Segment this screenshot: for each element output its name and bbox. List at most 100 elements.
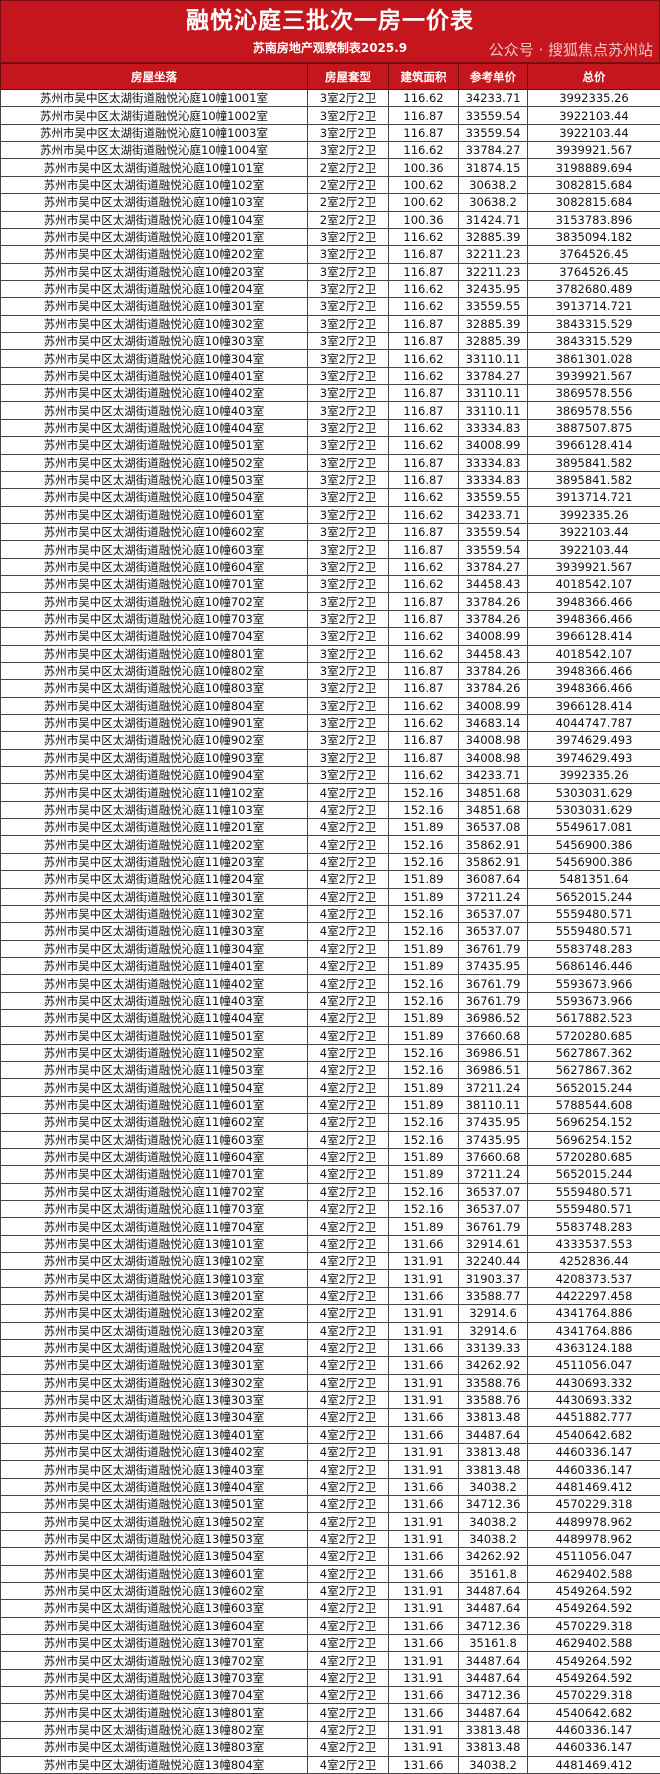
cell-area: 151.89 [389, 957, 459, 974]
cell-total-price: 4341764.886 [528, 1305, 660, 1322]
cell-unit-price: 30638.2 [459, 176, 528, 193]
cell-location: 苏州市吴中区太湖街道融悦沁庭13幢804室 [1, 1756, 308, 1773]
cell-unit-price: 33559.54 [459, 541, 528, 558]
cell-location: 苏州市吴中区太湖街道融悦沁庭13幢803室 [1, 1739, 308, 1756]
cell-layout: 4室2厅2卫 [308, 1374, 389, 1391]
cell-location: 苏州市吴中区太湖街道融悦沁庭10幢504室 [1, 489, 308, 506]
cell-area: 131.91 [389, 1721, 459, 1738]
cell-unit-price: 33559.55 [459, 489, 528, 506]
cell-unit-price: 33784.26 [459, 662, 528, 679]
cell-total-price: 3782680.489 [528, 280, 660, 297]
cell-area: 151.89 [389, 1166, 459, 1183]
cell-total-price: 3887507.875 [528, 419, 660, 436]
cell-area: 116.87 [389, 124, 459, 141]
cell-total-price: 5652015.244 [528, 1166, 660, 1183]
cell-layout: 3室2厅2卫 [308, 402, 389, 419]
cell-unit-price: 38110.11 [459, 1096, 528, 1113]
cell-total-price: 3861301.028 [528, 350, 660, 367]
cell-area: 131.91 [389, 1582, 459, 1599]
cell-location: 苏州市吴中区太湖街道融悦沁庭13幢504室 [1, 1548, 308, 1565]
cell-unit-price: 36537.07 [459, 1201, 528, 1218]
cell-location: 苏州市吴中区太湖街道融悦沁庭10幢401室 [1, 367, 308, 384]
cell-location: 苏州市吴中区太湖街道融悦沁庭13幢101室 [1, 1235, 308, 1252]
cell-total-price: 3913714.721 [528, 489, 660, 506]
cell-layout: 3室2厅2卫 [308, 454, 389, 471]
cell-unit-price: 34683.14 [459, 714, 528, 731]
cell-total-price: 4333537.553 [528, 1235, 660, 1252]
cell-location: 苏州市吴中区太湖街道融悦沁庭11幢301室 [1, 888, 308, 905]
cell-location: 苏州市吴中区太湖街道融悦沁庭11幢302室 [1, 905, 308, 922]
cell-location: 苏州市吴中区太湖街道融悦沁庭11幢102室 [1, 784, 308, 801]
cell-total-price: 3966128.414 [528, 697, 660, 714]
cell-unit-price: 34458.43 [459, 645, 528, 662]
cell-layout: 3室2厅2卫 [308, 593, 389, 610]
cell-total-price: 4570229.318 [528, 1617, 660, 1634]
cell-area: 151.89 [389, 888, 459, 905]
cell-total-price: 5559480.571 [528, 1201, 660, 1218]
cell-layout: 4室2厅2卫 [308, 940, 389, 957]
cell-area: 151.89 [389, 1079, 459, 1096]
cell-unit-price: 34008.99 [459, 437, 528, 454]
cell-layout: 4室2厅2卫 [308, 1339, 389, 1356]
cell-total-price: 4481469.412 [528, 1478, 660, 1495]
cell-total-price: 3913714.721 [528, 298, 660, 315]
cell-unit-price: 33588.77 [459, 1287, 528, 1304]
cell-unit-price: 36537.07 [459, 1183, 528, 1200]
cell-layout: 3室2厅2卫 [308, 558, 389, 575]
cell-layout: 3室2厅2卫 [308, 523, 389, 540]
cell-location: 苏州市吴中区太湖街道融悦沁庭11幢203室 [1, 853, 308, 870]
cell-location: 苏州市吴中区太湖街道融悦沁庭10幢901室 [1, 714, 308, 731]
cell-total-price: 5652015.244 [528, 888, 660, 905]
cell-unit-price: 34233.71 [459, 90, 528, 107]
cell-area: 152.16 [389, 905, 459, 922]
cell-layout: 3室2厅2卫 [308, 662, 389, 679]
cell-area: 151.89 [389, 1148, 459, 1165]
cell-total-price: 4629402.588 [528, 1634, 660, 1651]
cell-area: 116.87 [389, 662, 459, 679]
cell-unit-price: 34008.98 [459, 749, 528, 766]
cell-total-price: 3966128.414 [528, 437, 660, 454]
cell-unit-price: 36761.79 [459, 1218, 528, 1235]
cell-unit-price: 33334.83 [459, 471, 528, 488]
cell-layout: 4室2厅2卫 [308, 1461, 389, 1478]
cell-unit-price: 33559.54 [459, 523, 528, 540]
cell-layout: 3室2厅2卫 [308, 680, 389, 697]
cell-area: 151.89 [389, 1096, 459, 1113]
cell-unit-price: 34038.2 [459, 1756, 528, 1773]
cell-area: 116.62 [389, 142, 459, 159]
title-banner: 融悦沁庭三批次一房一价表 苏南房地产观察制表2025.9 公众号 · 搜狐焦点苏… [0, 0, 660, 63]
cell-area: 116.62 [389, 697, 459, 714]
cell-location: 苏州市吴中区太湖街道融悦沁庭10幢502室 [1, 454, 308, 471]
cell-layout: 4室2厅2卫 [308, 1444, 389, 1461]
cell-unit-price: 33784.26 [459, 610, 528, 627]
cell-unit-price: 33813.48 [459, 1444, 528, 1461]
cell-layout: 3室2厅2卫 [308, 628, 389, 645]
cell-unit-price: 32885.39 [459, 228, 528, 245]
cell-location: 苏州市吴中区太湖街道融悦沁庭10幢1002室 [1, 107, 308, 124]
cell-unit-price: 33784.26 [459, 680, 528, 697]
cell-layout: 4室2厅2卫 [308, 905, 389, 922]
cell-total-price: 5686146.446 [528, 957, 660, 974]
cell-total-price: 4570229.318 [528, 1496, 660, 1513]
cell-location: 苏州市吴中区太湖街道融悦沁庭13幢703室 [1, 1669, 308, 1686]
